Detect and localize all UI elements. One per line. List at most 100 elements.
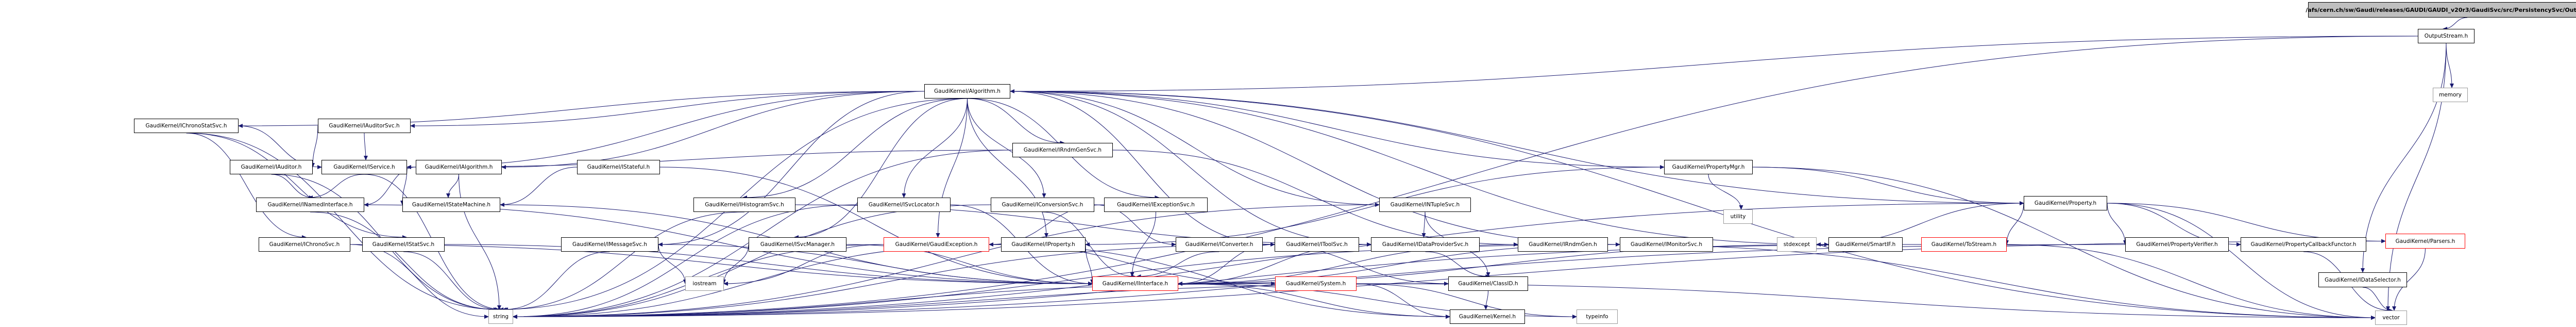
include-edge-ichronostatsvc-to-string: [186, 133, 500, 312]
include-edge-irndmgen-to-vector: [1607, 244, 2376, 320]
node-itoolsvc[interactable]: GaudiKernel/IToolSvc.h: [1275, 237, 1359, 252]
include-edge-iservice-to-inamedinterface: [308, 174, 365, 200]
node-istatsvc[interactable]: GaudiKernel/IStatSvc.h: [362, 237, 445, 252]
include-edge-system-to-kernel: [1356, 283, 1450, 319]
include-edge-iauditorsvc-to-iauditor: [311, 125, 318, 168]
node-ihistogramsvc[interactable]: GaudiKernel/IHistogramSvc.h: [693, 198, 795, 212]
include-edge-gaudiexception-to-iostream: [723, 244, 884, 286]
include-edge-parsers-to-vector: [2392, 248, 2426, 311]
node-propertyverifier[interactable]: GaudiKernel/PropertyVerifier.h: [2125, 237, 2229, 252]
node-property[interactable]: GaudiKernel/Property.h: [2024, 196, 2107, 210]
include-edge-property-to-parsers: [2107, 203, 2386, 243]
node-iconverter[interactable]: GaudiKernel/IConverter.h: [1176, 237, 1263, 252]
include-edge-algorithm-to-imonitorsvc: [1010, 91, 1620, 247]
include-edge-property-to-propertyverifier: [2107, 203, 2127, 245]
node-intuplesvc[interactable]: GaudiKernel/INTupleSvc.h: [1379, 198, 1471, 212]
include-edge-classid-to-string: [513, 283, 1449, 319]
include-edge-property-to-vector: [2107, 203, 2376, 320]
node-iauditorsvc[interactable]: GaudiKernel/IAuditorSvc.h: [318, 119, 411, 133]
include-edge-ihistogramsvc-to-string: [502, 211, 745, 312]
include-edge-algorithm-to-imessagesvc: [658, 91, 925, 247]
node-isvclocator[interactable]: GaudiKernel/ISvcLocator.h: [857, 198, 951, 212]
include-edge-outputstream-to-memory: [2446, 43, 2454, 88]
include-edge-algorithm-to-smartif: [1010, 91, 1829, 247]
node-iinterface[interactable]: GaudiKernel/IInterface.h: [1092, 276, 1178, 291]
include-edge-istatsvc-to-string: [403, 251, 500, 312]
node-system[interactable]: GaudiKernel/System.h: [1275, 276, 1357, 291]
include-edge-outputstream-to-algorithm: [1010, 36, 2418, 93]
include-edge-property-to-string: [513, 203, 2024, 319]
node-ichronostatsvc[interactable]: GaudiKernel/IChronoStatSvc.h: [134, 119, 239, 133]
node-iproperty[interactable]: GaudiKernel/IProperty.h: [1001, 237, 1086, 252]
include-edge-idataprovidersvc-to-classid: [1425, 251, 1490, 279]
node-outputstream[interactable]: OutputStream.h: [2418, 29, 2475, 43]
node-iconversionsvc[interactable]: GaudiKernel/IConversionSvc.h: [991, 198, 1094, 212]
include-edge-iauditorsvc-to-iservice: [363, 133, 368, 160]
node-vector: vector: [2375, 310, 2407, 325]
include-edge-algorithm-to-vector: [1010, 91, 2376, 320]
node-tostream[interactable]: GaudiKernel/ToStream.h: [1921, 237, 2007, 252]
include-edge-algorithm-to-gaudiexception: [936, 98, 968, 238]
include-edge-ialgorithm-to-istatemachine: [446, 174, 459, 198]
node-stdexcept: stdexcept: [1777, 237, 1817, 252]
include-edge-outputstream-to-vector: [2386, 43, 2447, 311]
include-edge-system-to-vector: [1356, 283, 2376, 320]
node-idataprovidersvc[interactable]: GaudiKernel/IDataProviderSvc.h: [1371, 237, 1480, 252]
include-edge-algorithm-to-irndmgensvc: [967, 98, 1065, 145]
node-propertycallbackfunctor[interactable]: GaudiKernel/PropertyCallbackFunctor.h: [2241, 237, 2366, 252]
node-istateful[interactable]: GaudiKernel/IStateful.h: [577, 160, 660, 174]
include-edge-algorithm-to-propertymgr: [1010, 91, 1665, 169]
include-edge-inamedinterface-to-string: [310, 211, 498, 312]
node-istatemachine[interactable]: GaudiKernel/IStateMachine.h: [402, 198, 500, 212]
include-edge-iconverter-to-iinterface: [1136, 251, 1219, 279]
node-imessagesvc[interactable]: GaudiKernel/IMessageSvc.h: [561, 237, 658, 252]
include-edge-propertymgr-to-property: [1752, 167, 2024, 205]
node-kernel[interactable]: GaudiKernel/Kernel.h: [1450, 309, 1525, 324]
node-algorithm[interactable]: GaudiKernel/Algorithm.h: [924, 84, 1010, 99]
include-edge-algorithm-to-itoolsvc: [1010, 91, 1275, 247]
include-edge-imessagesvc-to-string: [503, 251, 610, 312]
include-edge-istateful-to-istatemachine: [500, 167, 578, 207]
include-edge-ichronosvc-to-iinterface: [350, 244, 1093, 286]
node-iexceptionsvc[interactable]: GaudiKernel/IExceptionSvc.h: [1104, 198, 1208, 212]
include-edge-iexceptionsvc-to-iinterface: [1130, 211, 1156, 277]
include-edge-property-to-tostream: [2005, 203, 2024, 245]
include-edge-istateful-to-iinterface: [659, 167, 1093, 286]
include-edge-algorithm-to-isvclocator: [902, 98, 968, 198]
include-edge-inamedinterface-to-iinterface: [364, 204, 1093, 286]
node-iostream: iostream: [685, 276, 724, 291]
node-smartif[interactable]: GaudiKernel/SmartIF.h: [1828, 237, 1903, 252]
node-memory: memory: [2433, 88, 2468, 102]
include-edge-algorithm-to-property: [1010, 91, 2024, 205]
include-edge-algorithm-to-idataprovidersvc: [1010, 91, 1371, 247]
include-edge-ichronostatsvc-to-istatsvc: [186, 133, 407, 239]
include-edge-idataselector-to-vector: [2362, 287, 2393, 313]
include-edge-ichronostatsvc-to-ichronosvc: [186, 133, 307, 239]
node-ichronosvc[interactable]: GaudiKernel/IChronoSvc.h: [259, 237, 350, 252]
node-irndmgen[interactable]: GaudiKernel/IRndmGen.h: [1518, 237, 1608, 252]
node-gaudiexception[interactable]: GaudiKernel/GaudiException.h: [884, 237, 989, 252]
include-edge-imessagesvc-to-iinterface: [658, 244, 1093, 286]
include-edge-isvcmanager-to-iostream: [722, 244, 749, 284]
node-classid[interactable]: GaudiKernel/ClassID.h: [1448, 276, 1528, 291]
node-parsers[interactable]: GaudiKernel/Parsers.h: [2385, 234, 2465, 249]
node-imonitorsvc[interactable]: GaudiKernel/IMonitorSvc.h: [1620, 237, 1713, 252]
include-edge-system-to-typeinfo: [1356, 283, 1577, 319]
node-iauditor[interactable]: GaudiKernel/IAuditor.h: [230, 160, 313, 174]
node-ialgorithm[interactable]: GaudiKernel/IAlgorithm.h: [416, 160, 502, 174]
include-edge-algorithm-to-iconversionsvc: [967, 98, 1046, 198]
include-edge-irndmgensvc-to-iservice: [406, 150, 1013, 169]
node-propertymgr[interactable]: GaudiKernel/PropertyMgr.h: [1664, 160, 1753, 174]
node-inamedinterface[interactable]: GaudiKernel/INamedInterface.h: [256, 198, 364, 212]
node-iservice[interactable]: GaudiKernel/IService.h: [321, 160, 407, 174]
include-edge-itoolsvc-to-string: [513, 244, 1275, 319]
node-idataselector[interactable]: GaudiKernel/IDataSelector.h: [2318, 272, 2407, 287]
include-edge-algorithm-to-intuplesvc: [1010, 91, 1380, 207]
node-irndmgensvc[interactable]: GaudiKernel/IRndmGenSvc.h: [1012, 143, 1113, 157]
include-edge-iproperty-to-iinterface: [1085, 244, 1094, 284]
include-edge-iauditor-to-inamedinterface: [271, 174, 314, 200]
include-edge-root-to-outputstream: [2443, 17, 2468, 31]
include-edge-outputstream-to-string: [513, 36, 2418, 319]
node-isvcmanager[interactable]: GaudiKernel/ISvcManager.h: [749, 237, 846, 252]
